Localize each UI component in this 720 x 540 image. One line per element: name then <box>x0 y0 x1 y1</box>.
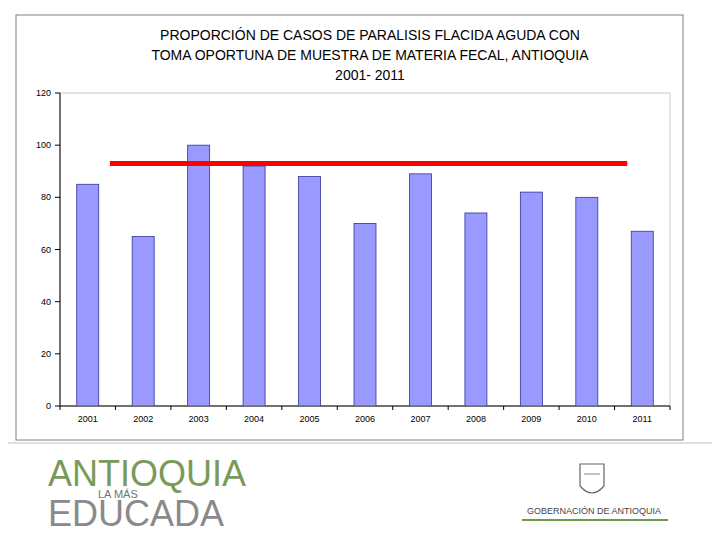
y-tick-label: 100 <box>36 140 51 150</box>
bar <box>465 213 487 406</box>
x-tick <box>337 406 338 410</box>
page: PROPORCIÓN DE CASOS DE PARALISIS FLACIDA… <box>0 0 720 540</box>
y-tick-label: 80 <box>41 192 51 202</box>
y-tick-label: 120 <box>36 88 51 98</box>
x-tick-label: 2005 <box>300 414 320 424</box>
title-line: TOMA OPORTUNA DE MUESTRA DE MATERIA FECA… <box>151 47 589 63</box>
x-tick <box>281 406 282 410</box>
chart-frame <box>16 15 683 440</box>
x-tick <box>60 406 61 410</box>
x-tick <box>448 406 449 410</box>
title-line: PROPORCIÓN DE CASOS DE PARALISIS FLACIDA… <box>160 27 580 43</box>
footer-logo-line3: EDUCADA <box>48 493 224 534</box>
x-tick <box>226 406 227 410</box>
bar <box>354 223 376 406</box>
bar <box>576 197 598 406</box>
bar <box>243 166 265 406</box>
y-tick <box>55 406 60 407</box>
y-tick-label: 0 <box>46 401 51 411</box>
x-tick-label: 2004 <box>244 414 264 424</box>
footer-logo-line1: ANTIOQUIA <box>48 453 246 494</box>
emblem <box>580 464 604 493</box>
separator <box>8 443 712 444</box>
bar <box>299 176 321 406</box>
bar <box>132 236 154 406</box>
marks <box>77 145 654 406</box>
y-tick-label: 40 <box>41 297 51 307</box>
x-tick <box>392 406 393 410</box>
x-tick-label: 2006 <box>355 414 375 424</box>
bar <box>77 184 99 406</box>
title: PROPORCIÓN DE CASOS DE PARALISIS FLACIDA… <box>151 27 589 83</box>
y-tick <box>55 249 60 250</box>
bar <box>409 174 431 406</box>
y-tick-label: 60 <box>41 245 51 255</box>
x-tick-label: 2010 <box>577 414 597 424</box>
emblem-detail <box>584 474 600 475</box>
bar <box>520 192 542 406</box>
x-tick-label: 2011 <box>633 414 652 424</box>
reference-line <box>110 161 627 166</box>
y-tick <box>55 93 60 94</box>
x-tick-label: 2007 <box>410 414 430 424</box>
x-tick <box>614 406 615 410</box>
title-line: 2001- 2011 <box>335 67 405 83</box>
x-tick <box>559 406 560 410</box>
emblem-shield <box>580 464 604 493</box>
plot-frame <box>60 93 670 406</box>
y-tick <box>55 145 60 146</box>
x-tick <box>115 406 116 410</box>
y-tick-label: 20 <box>41 349 51 359</box>
x-tick-label: 2002 <box>133 414 153 424</box>
y-tick <box>55 353 60 354</box>
footer-underline <box>522 519 668 521</box>
x-tick-label: 2001 <box>78 414 98 424</box>
x-tick-label: 2003 <box>189 414 209 424</box>
x-tick-label: 2009 <box>521 414 541 424</box>
y-tick <box>55 301 60 302</box>
bar <box>631 231 653 406</box>
y-axis <box>60 93 61 406</box>
x-tick <box>670 406 671 410</box>
bar <box>188 145 210 406</box>
y-tick <box>55 197 60 198</box>
x-tick-label: 2008 <box>466 414 486 424</box>
x-tick <box>170 406 171 410</box>
x-tick <box>503 406 504 410</box>
footer-org: GOBERNACIÓN DE ANTIOQUIA <box>527 506 661 516</box>
